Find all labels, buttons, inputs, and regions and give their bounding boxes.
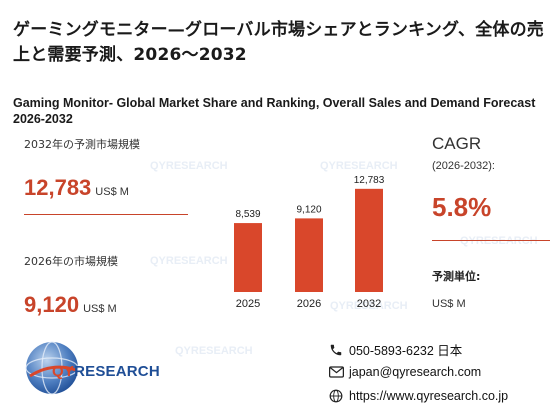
market-2032-label: 2032年の予測市場規模 xyxy=(24,138,140,151)
website-link[interactable]: https://www.qyresearch.co.jp xyxy=(349,389,509,403)
forecast-unit-value: US$ M xyxy=(432,298,466,310)
watermark: QYRESEARCH xyxy=(460,235,538,247)
cagr-value: 5.8% xyxy=(432,192,492,222)
cagr-label: CAGR xyxy=(432,134,482,153)
qyresearch-logo xyxy=(25,341,79,395)
market-2026-value: 9,120 US$ M xyxy=(24,292,117,318)
forecast-unit-label: 予測単位: xyxy=(432,270,481,283)
page-title-english: Gaming Monitor- Global Market Share and … xyxy=(13,96,536,126)
bar-value-label: 9,120 xyxy=(296,204,321,215)
cagr-divider xyxy=(432,240,550,241)
market-2026-label: 2026年の市場規模 xyxy=(24,255,118,268)
x-tick-label: 2026 xyxy=(297,298,321,310)
bar-2026 xyxy=(295,218,323,292)
bar-2025 xyxy=(234,223,262,292)
watermark: QYRESEARCH xyxy=(150,160,228,172)
contact-email: japan@qyresearch.com xyxy=(328,364,481,380)
bar-value-label: 12,783 xyxy=(354,175,385,186)
market-2032-number: 12,783 xyxy=(24,175,92,200)
x-tick-label: 2025 xyxy=(236,298,260,310)
contact-phone: 050-5893-6232 日本 xyxy=(328,340,462,359)
globe-icon xyxy=(328,388,344,404)
x-tick-label: 2032 xyxy=(357,298,381,310)
bar-value-label: 8,539 xyxy=(235,209,260,220)
page-title-japanese: ゲーミングモニター—グローバル市場シェアとランキング、全体の売上と需要予測、20… xyxy=(13,20,544,65)
market-2026-unit: US$ M xyxy=(83,303,117,315)
mail-icon xyxy=(328,364,344,380)
watermark: QYRESEARCH xyxy=(175,345,253,357)
market-2026-number: 9,120 xyxy=(24,292,80,317)
market-2032-value: 12,783 US$ M xyxy=(24,175,129,201)
email-link[interactable]: japan@qyresearch.com xyxy=(349,365,482,379)
watermark: QYRESEARCH xyxy=(150,255,228,267)
phone-number[interactable]: 050-5893-6232 日本 xyxy=(349,344,463,358)
cagr-period: (2026-2032): xyxy=(432,160,495,172)
phone-icon xyxy=(328,342,344,358)
contact-website: https://www.qyresearch.co.jp xyxy=(328,388,508,404)
brand-name-prefix: QY xyxy=(52,363,75,380)
brand-name-suffix: RESEARCH xyxy=(74,363,160,380)
brand-name: QYRESEARCH xyxy=(52,363,160,380)
market-2032-unit: US$ M xyxy=(95,186,129,198)
watermark: QYRESEARCH xyxy=(330,300,408,312)
bar-2032 xyxy=(355,188,383,292)
watermark: QYRESEARCH xyxy=(320,160,398,172)
kpi-divider xyxy=(24,214,188,215)
